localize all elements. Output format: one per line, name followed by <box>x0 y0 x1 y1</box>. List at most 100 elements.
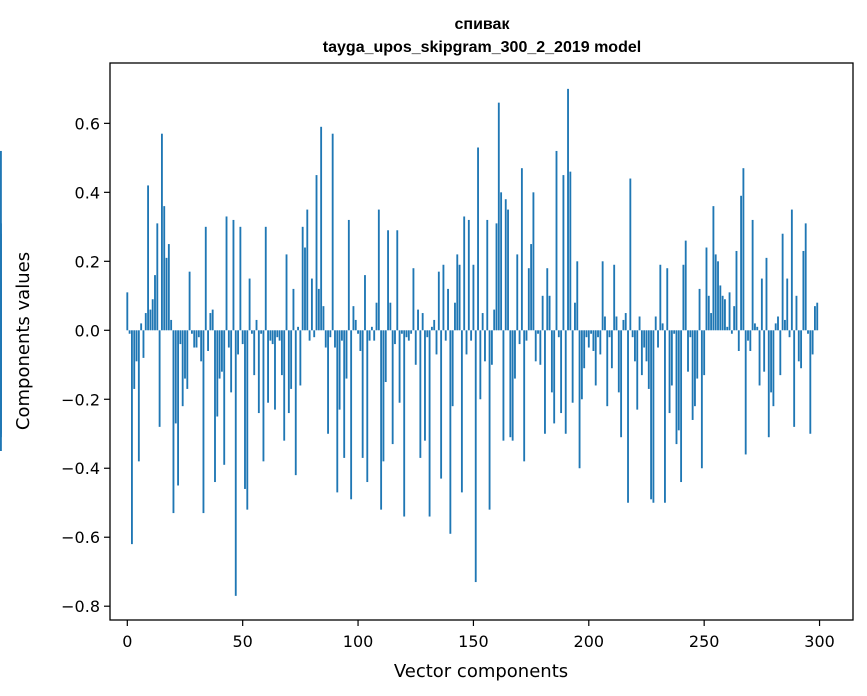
bar <box>687 330 689 372</box>
y-tick-label: 0.2 <box>75 252 100 271</box>
bar <box>470 330 473 341</box>
bar <box>364 275 366 331</box>
bar <box>574 302 576 331</box>
y-tick-label: 0.0 <box>75 321 100 340</box>
bar <box>424 330 426 441</box>
bar <box>500 192 503 331</box>
bar <box>562 175 565 331</box>
y-tick-label: −0.2 <box>61 390 100 409</box>
bar <box>654 316 657 331</box>
chart-subtitle: tayga_upos_skipgram_300_2_2019 model <box>323 39 641 56</box>
bar <box>763 330 766 372</box>
bar <box>140 323 143 331</box>
bar <box>689 330 692 338</box>
bar <box>576 261 579 331</box>
bar <box>749 330 752 351</box>
bar <box>297 326 299 331</box>
bar <box>324 330 327 348</box>
bar <box>131 330 133 545</box>
bar <box>809 330 812 434</box>
bar <box>816 302 819 331</box>
y-axis-ticks: −0.8 −0.6 −0.4 −0.2 0.0 0.2 0.4 0.6 <box>61 114 110 616</box>
chart-title: спивак <box>455 16 511 33</box>
bar <box>142 330 145 358</box>
bar <box>400 330 403 334</box>
bar <box>405 330 408 338</box>
bar <box>172 330 175 514</box>
bar <box>606 330 609 407</box>
bar <box>481 313 484 331</box>
bar <box>677 330 680 431</box>
bar <box>456 254 459 331</box>
bar <box>620 330 623 438</box>
bar <box>463 216 466 331</box>
bar <box>520 168 523 331</box>
bar <box>486 219 489 331</box>
bar <box>419 330 422 458</box>
bar <box>250 330 253 334</box>
bar <box>437 271 440 331</box>
bar <box>698 288 701 331</box>
x-tick-label: 50 <box>232 632 252 651</box>
bar <box>804 223 807 331</box>
bar <box>622 319 625 331</box>
bar <box>306 209 309 331</box>
bar <box>327 330 329 434</box>
bar <box>244 330 246 489</box>
bar <box>664 330 666 503</box>
bar <box>742 168 745 331</box>
x-tick-label: 150 <box>458 632 489 651</box>
bar <box>691 330 694 420</box>
bar <box>747 330 749 341</box>
bar <box>354 319 357 331</box>
bar <box>610 330 613 369</box>
bar <box>426 330 429 338</box>
bar <box>765 257 768 331</box>
bar <box>336 330 339 493</box>
bar <box>645 330 648 362</box>
bar <box>474 330 477 583</box>
x-axis-label: Vector components <box>394 661 568 682</box>
bar <box>359 330 362 351</box>
bar <box>292 288 295 331</box>
x-axis-ticks: 0 50 100 150 200 250 300 <box>122 620 835 651</box>
bar <box>283 330 286 441</box>
bar <box>267 330 269 403</box>
bar <box>700 330 703 469</box>
bar <box>352 306 355 331</box>
bar <box>673 330 676 334</box>
bar <box>135 330 138 362</box>
bar <box>458 264 461 331</box>
bar <box>137 330 140 462</box>
x-tick-label: 0 <box>122 632 132 651</box>
bar <box>518 330 521 345</box>
bar <box>527 268 530 331</box>
bar <box>290 330 293 389</box>
bar <box>147 185 149 331</box>
bar <box>719 285 722 331</box>
bar-series <box>0 88 819 596</box>
bar <box>417 309 419 331</box>
bar <box>308 330 311 341</box>
bar <box>163 206 166 331</box>
bar <box>760 278 763 331</box>
bar <box>726 326 729 331</box>
bar <box>160 133 163 331</box>
bar <box>428 330 431 517</box>
bar <box>550 330 553 393</box>
bar <box>329 330 332 338</box>
bar <box>793 330 796 427</box>
x-tick-label: 250 <box>689 632 720 651</box>
bar <box>507 209 509 331</box>
bar <box>317 288 320 331</box>
bar <box>271 330 274 345</box>
bar <box>652 330 655 503</box>
bar <box>488 330 491 510</box>
bar <box>460 330 463 493</box>
bar <box>786 278 789 331</box>
bar <box>366 330 369 483</box>
bar <box>617 330 620 393</box>
bar <box>553 330 556 424</box>
bar <box>781 233 784 331</box>
